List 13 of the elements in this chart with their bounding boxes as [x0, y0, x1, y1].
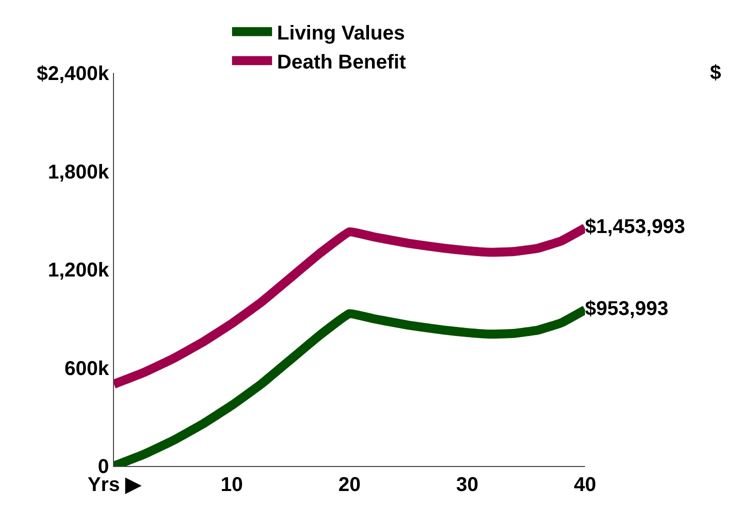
text: $ — [710, 62, 722, 84]
legend-label: Death Benefit — [277, 51, 406, 74]
data-label: $1,453,993 — [585, 216, 686, 238]
y-tick-label: $2,400k — [36, 63, 110, 85]
y-tick-label: 1,200k — [48, 260, 110, 282]
y-tick-label: 1,800k — [48, 161, 110, 184]
y-tick-label: 600k — [64, 358, 110, 380]
x-tick-label: 10 — [220, 474, 243, 496]
x-tick-label: 20 — [338, 474, 361, 496]
x-tick-label: 30 — [456, 474, 478, 496]
data-label: $953,993 — [585, 298, 668, 320]
x-tick-label: 40 — [574, 474, 596, 496]
legend-label: Living Values — [277, 22, 405, 44]
